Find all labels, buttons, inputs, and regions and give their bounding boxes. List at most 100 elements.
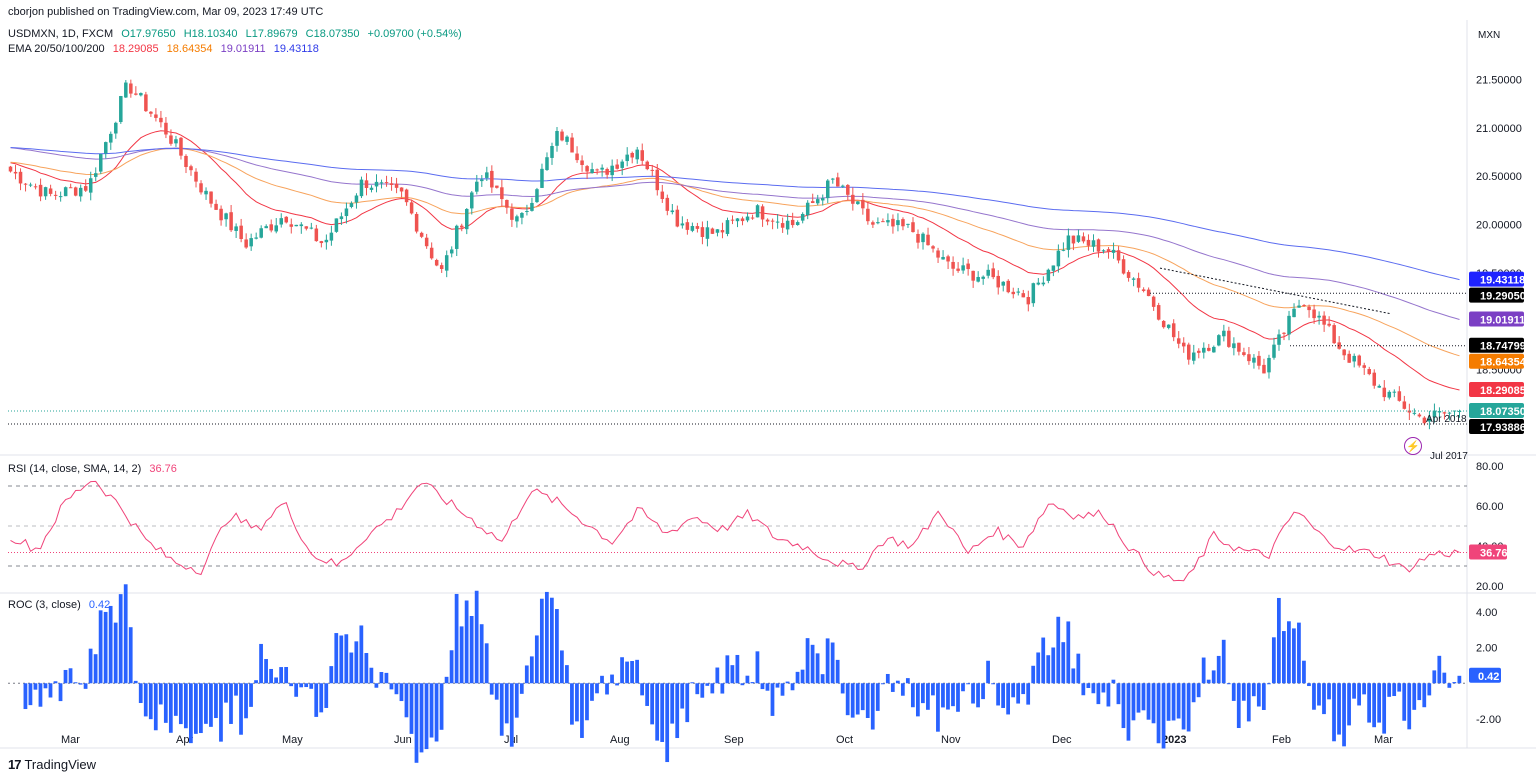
candle-body: [1166, 324, 1171, 328]
ema200-value: 19.43118: [273, 43, 319, 55]
roc-bar: [519, 683, 524, 694]
roc-bar: [971, 683, 975, 704]
roc-legend: ROC (3, close) 0.42: [8, 599, 115, 611]
candle-body: [1412, 412, 1417, 414]
candle-body: [409, 202, 414, 214]
candle-body: [384, 182, 389, 184]
price-tick-label: 20.00000: [1476, 220, 1522, 232]
roc-bar: [620, 657, 624, 684]
candle-body: [1181, 342, 1186, 347]
rsi-tick-label: 20.00: [1476, 581, 1504, 593]
candle-body: [961, 265, 965, 271]
candle-body: [394, 183, 399, 188]
roc-bar: [590, 683, 594, 701]
candle-body: [73, 187, 78, 196]
candle-body: [1232, 343, 1236, 349]
roc-bar: [1231, 683, 1236, 701]
candle-body: [735, 218, 740, 222]
roc-bar: [650, 683, 655, 725]
roc-bar: [575, 683, 579, 722]
candle-body: [1437, 411, 1442, 413]
ema-label: EMA 20/50/100/200: [8, 43, 105, 55]
candle-body: [13, 171, 18, 174]
candle-body: [1161, 320, 1166, 328]
candle-body: [1106, 249, 1111, 252]
time-axis-label: Mar: [1374, 734, 1393, 746]
roc-bar: [68, 668, 73, 684]
candle-body: [419, 232, 424, 237]
candle-body: [229, 212, 233, 231]
candle-body: [1387, 391, 1392, 398]
roc-bar: [670, 683, 675, 724]
candle-body: [700, 227, 705, 238]
candle-body: [379, 182, 384, 184]
roc-bar: [700, 683, 705, 698]
roc-bar: [93, 654, 98, 684]
candle-body: [976, 276, 980, 282]
roc-bar: [1001, 683, 1005, 708]
flash-icon[interactable]: ⚡: [1404, 437, 1422, 455]
candle-body: [28, 184, 33, 186]
roc-bar: [1276, 597, 1281, 684]
roc-bar: [1026, 683, 1031, 705]
roc-bar: [23, 683, 28, 710]
roc-bar: [1402, 683, 1407, 721]
open-value: O17.97650: [121, 28, 176, 40]
candle-body: [169, 135, 173, 144]
candle-body: [1202, 347, 1206, 353]
roc-bar: [1357, 683, 1361, 706]
roc-bar: [304, 683, 309, 688]
rsi-title: RSI (14, close, SMA, 14, 2): [8, 463, 142, 475]
roc-bar: [1382, 683, 1387, 734]
candle-body: [144, 94, 148, 112]
candle-body: [1447, 412, 1452, 414]
candle-body: [901, 219, 905, 227]
roc-bar: [399, 683, 404, 702]
roc-bar: [464, 600, 469, 684]
candle-body: [1006, 280, 1011, 293]
candle-body: [630, 152, 634, 158]
roc-bar: [775, 683, 780, 688]
candle-body: [1026, 297, 1031, 305]
candle-body: [780, 223, 785, 228]
roc-bar: [1016, 683, 1021, 704]
rsi-tick-label: 80.00: [1476, 461, 1504, 473]
roc-bar: [289, 683, 294, 687]
roc-bar: [1337, 683, 1341, 735]
candle-body: [745, 216, 750, 221]
candle-body: [675, 209, 680, 227]
candle-body: [449, 249, 454, 254]
candle-body: [836, 177, 840, 187]
candle-body: [294, 224, 299, 227]
roc-bar: [28, 683, 33, 706]
roc-bar: [118, 594, 123, 684]
tradingview-brand[interactable]: 17 TradingView: [8, 757, 96, 772]
price-axis-badge-text: 18.29085: [1480, 385, 1526, 397]
roc-bar: [354, 641, 359, 684]
candle-body: [139, 93, 143, 96]
candle-body: [941, 256, 945, 260]
roc-bar: [780, 683, 785, 696]
roc-bar: [1131, 683, 1136, 721]
candle-body: [725, 220, 730, 234]
roc-bar: [840, 683, 845, 694]
time-axis-label: Nov: [941, 734, 961, 746]
roc-bar: [680, 683, 685, 709]
roc-bar: [279, 667, 284, 684]
candle-body: [620, 161, 624, 168]
roc-bar: [1352, 683, 1356, 699]
candle-body: [956, 268, 960, 271]
time-axis-label: Feb: [1272, 734, 1291, 746]
candle-body: [775, 221, 780, 223]
brand-label: TradingView: [24, 757, 97, 772]
roc-bar: [419, 683, 424, 753]
candle-body: [289, 224, 294, 227]
candle-body: [1427, 418, 1432, 422]
roc-bar: [870, 683, 875, 730]
roc-bar: [158, 683, 163, 705]
candle-body: [1011, 291, 1016, 295]
candle-body: [18, 171, 23, 184]
roc-bar: [715, 667, 720, 684]
roc-bar: [630, 661, 634, 684]
